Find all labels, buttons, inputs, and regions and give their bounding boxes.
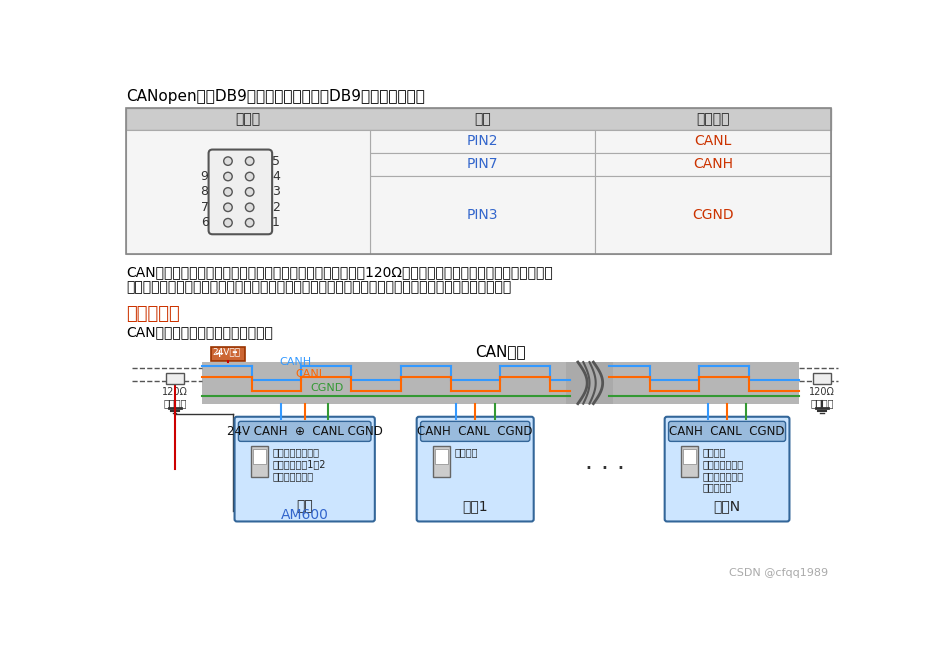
- Bar: [595, 129, 831, 153]
- Text: 120Ω
终端电阻: 120Ω 终端电阻: [162, 387, 188, 408]
- Bar: [370, 176, 595, 255]
- FancyBboxPatch shape: [420, 421, 530, 441]
- Circle shape: [224, 188, 233, 196]
- Bar: [684, 449, 696, 464]
- Bar: [566, 362, 613, 403]
- Text: 组网示意图: 组网示意图: [126, 305, 180, 323]
- Bar: [595, 176, 831, 255]
- Circle shape: [224, 157, 233, 165]
- Circle shape: [224, 218, 233, 227]
- Text: 信号定义: 信号定义: [697, 112, 729, 126]
- Bar: [435, 449, 447, 464]
- Text: 3: 3: [272, 186, 280, 198]
- Text: 24V电源: 24V电源: [212, 348, 240, 356]
- Circle shape: [224, 173, 233, 181]
- Bar: [595, 153, 831, 176]
- Text: 拨码开关: 拨码开关: [455, 447, 478, 457]
- FancyBboxPatch shape: [234, 417, 375, 522]
- Text: CANL: CANL: [694, 134, 732, 148]
- FancyBboxPatch shape: [417, 417, 533, 522]
- Text: 示意图: 示意图: [235, 112, 261, 126]
- FancyBboxPatch shape: [669, 421, 785, 441]
- Bar: [251, 446, 268, 477]
- Text: +: +: [215, 349, 224, 359]
- Bar: [370, 153, 595, 176]
- Bar: [126, 108, 831, 255]
- Text: PIN2: PIN2: [467, 134, 499, 148]
- FancyBboxPatch shape: [208, 150, 272, 234]
- Text: 通过通信匹配电阻
拨码开关上的1、2
号设置终端电阻: 通过通信匹配电阻 拨码开关上的1、2 号设置终端电阻: [273, 447, 326, 481]
- Bar: [202, 362, 799, 403]
- Text: 8: 8: [201, 186, 208, 198]
- Bar: [126, 129, 370, 255]
- Text: 6: 6: [201, 216, 208, 229]
- Text: CSDN @cfqq1989: CSDN @cfqq1989: [729, 567, 828, 578]
- Text: 使用单点可靠接地，固定线缆时不要和交流电源线、高压线缆等捆扎在一起，避免通信信号受干扰影响。: 使用单点可靠接地，固定线缆时不要和交流电源线、高压线缆等捆扎在一起，避免通信信号…: [126, 281, 511, 295]
- Text: 从站1: 从站1: [462, 499, 488, 513]
- Text: AM600: AM600: [281, 508, 329, 522]
- Bar: [253, 449, 265, 464]
- Text: 拨码开关
处在网络终端时
需通过该开关设
置终端电阻: 拨码开关 处在网络终端时 需通过该开关设 置终端电阻: [702, 447, 743, 493]
- Circle shape: [246, 203, 254, 211]
- Text: 24V CANH  ⊕  CANL CGND: 24V CANH ⊕ CANL CGND: [227, 425, 383, 438]
- Text: PIN7: PIN7: [467, 157, 499, 171]
- Text: CAN总线连接拓扑结构如下图所示：: CAN总线连接拓扑结构如下图所示：: [126, 325, 273, 339]
- Text: 7: 7: [201, 201, 208, 214]
- Circle shape: [246, 188, 254, 196]
- Bar: [433, 446, 450, 477]
- Text: 主站: 主站: [296, 499, 313, 513]
- Text: 从站N: 从站N: [714, 499, 741, 513]
- Text: CGND: CGND: [692, 208, 734, 222]
- Bar: [370, 129, 595, 153]
- Circle shape: [246, 173, 254, 181]
- Text: CANopen采用DB9接头进行数据传输，DB9引脚定义如下：: CANopen采用DB9接头进行数据传输，DB9引脚定义如下：: [126, 89, 425, 104]
- Text: CANH  CANL  CGND: CANH CANL CGND: [670, 425, 785, 438]
- Bar: [681, 446, 698, 477]
- Text: · · ·: · · ·: [585, 457, 625, 481]
- Bar: [126, 108, 831, 129]
- Text: CAN总线推荐使用带屏蔽双绞线连接，总线两端分别连接两个120Ω终端匹配电阻防止信号反射，屏蔽层一般: CAN总线推荐使用带屏蔽双绞线连接，总线两端分别连接两个120Ω终端匹配电阻防止…: [126, 265, 553, 279]
- FancyBboxPatch shape: [238, 421, 371, 441]
- Circle shape: [246, 157, 254, 165]
- Text: 4: 4: [272, 170, 280, 183]
- Text: -: -: [231, 345, 236, 359]
- Bar: [813, 373, 831, 384]
- Text: 2: 2: [272, 201, 280, 214]
- Bar: [210, 346, 245, 361]
- Circle shape: [246, 218, 254, 227]
- Text: 1: 1: [272, 216, 280, 229]
- Text: CANH: CANH: [279, 357, 312, 367]
- Text: CAN总线: CAN总线: [475, 344, 526, 359]
- Circle shape: [224, 203, 233, 211]
- FancyBboxPatch shape: [665, 417, 789, 522]
- Text: 5: 5: [272, 155, 280, 168]
- Text: CANH  CANL  CGND: CANH CANL CGND: [417, 425, 533, 438]
- Text: PIN3: PIN3: [467, 208, 499, 222]
- Text: 引脚: 引脚: [474, 112, 491, 126]
- Text: CANH: CANH: [693, 157, 733, 171]
- Bar: [165, 373, 184, 384]
- Text: 9: 9: [201, 170, 208, 183]
- Text: CANL: CANL: [295, 369, 325, 379]
- Text: 120Ω
终端电阻: 120Ω 终端电阻: [809, 387, 835, 408]
- Text: CGND: CGND: [310, 383, 344, 393]
